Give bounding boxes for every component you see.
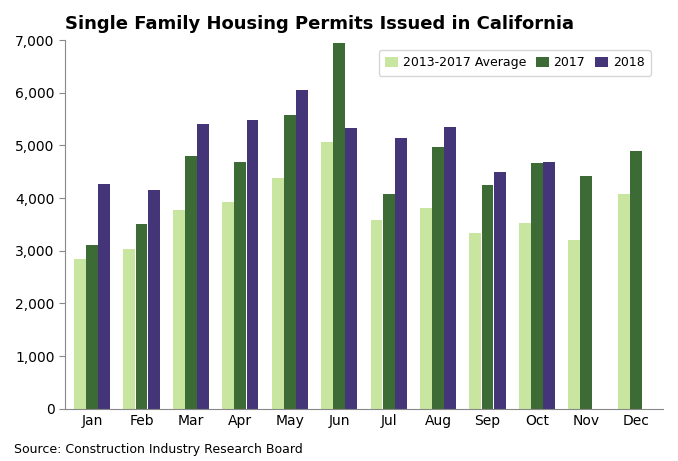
Text: Single Family Housing Permits Issued in California: Single Family Housing Permits Issued in …	[65, 15, 574, 33]
Bar	[630, 151, 642, 409]
Bar	[98, 184, 110, 409]
Bar	[531, 163, 543, 409]
Bar	[284, 115, 296, 409]
Bar	[173, 210, 185, 409]
Bar	[86, 245, 98, 409]
Bar	[568, 240, 580, 409]
Text: Source: Construction Industry Research Board: Source: Construction Industry Research B…	[14, 443, 302, 456]
Bar	[321, 142, 333, 409]
Bar	[481, 185, 494, 409]
Bar	[74, 259, 86, 409]
Bar	[345, 128, 357, 409]
Bar	[123, 249, 136, 409]
Bar	[272, 178, 283, 409]
Bar	[494, 172, 506, 409]
Bar	[580, 176, 593, 409]
Bar	[247, 119, 258, 409]
Bar	[197, 124, 209, 409]
Bar	[334, 43, 345, 409]
Bar	[469, 233, 481, 409]
Legend: 2013-2017 Average, 2017, 2018: 2013-2017 Average, 2017, 2018	[379, 50, 651, 76]
Bar	[420, 207, 432, 409]
Bar	[136, 225, 147, 409]
Bar	[618, 194, 630, 409]
Bar	[222, 202, 234, 409]
Bar	[148, 190, 159, 409]
Bar	[185, 156, 197, 409]
Bar	[543, 162, 555, 409]
Bar	[395, 137, 407, 409]
Bar	[444, 127, 456, 409]
Bar	[296, 89, 308, 409]
Bar	[235, 162, 246, 409]
Bar	[432, 147, 444, 409]
Bar	[371, 219, 382, 409]
Bar	[519, 223, 531, 409]
Bar	[383, 195, 395, 409]
